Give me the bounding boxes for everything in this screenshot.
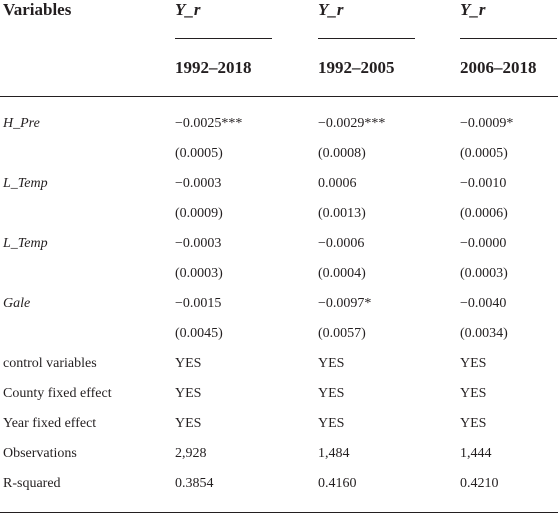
- header-underline-3: [460, 38, 557, 39]
- row-label: Year fixed effect: [3, 416, 97, 431]
- row-value-col-3: −0.0040: [460, 296, 507, 311]
- table-row: Observations 2,928 1,484 1,444: [0, 440, 558, 470]
- row-value-col-2: (0.0057): [318, 326, 366, 341]
- row-value-col-2: 0.4160: [318, 476, 357, 491]
- row-value-col-1: (0.0009): [175, 206, 223, 221]
- row-value-col-1: YES: [175, 386, 202, 401]
- table-row: L_Temp −0.0003 0.0006 −0.0010: [0, 170, 558, 200]
- row-value-col-1: (0.0003): [175, 266, 223, 281]
- row-value-col-3: (0.0006): [460, 206, 508, 221]
- row-label: Gale: [3, 296, 31, 311]
- table-row: control variables YES YES YES: [0, 350, 558, 380]
- row-value-col-3: −0.0009*: [460, 116, 514, 131]
- row-label: H_Pre: [3, 116, 40, 131]
- row-value-col-2: (0.0013): [318, 206, 366, 221]
- table-row: Gale −0.0015 −0.0097* −0.0040: [0, 290, 558, 320]
- table-row: (0.0003) (0.0004) (0.0003): [0, 260, 558, 290]
- row-value-col-2: −0.0029***: [318, 116, 386, 131]
- row-value-col-1: YES: [175, 416, 202, 431]
- row-value-col-1: −0.0003: [175, 176, 222, 191]
- period-header-1: 1992–2018: [175, 58, 252, 77]
- row-value-col-2: 0.0006: [318, 176, 357, 191]
- row-value-col-3: YES: [460, 416, 487, 431]
- row-value-col-1: 2,928: [175, 446, 207, 461]
- footer-rule: [0, 512, 558, 513]
- variables-header: Variables: [3, 0, 72, 19]
- row-label: L_Temp: [3, 176, 48, 191]
- table-row: Year fixed effect YES YES YES: [0, 410, 558, 440]
- row-value-col-2: −0.0097*: [318, 296, 372, 311]
- header-rule: [0, 96, 558, 97]
- row-value-col-1: YES: [175, 356, 202, 371]
- row-label: Observations: [3, 446, 77, 461]
- row-value-col-3: YES: [460, 386, 487, 401]
- row-value-col-3: 0.4210: [460, 476, 499, 491]
- row-value-col-3: (0.0005): [460, 146, 508, 161]
- table-row: County fixed effect YES YES YES: [0, 380, 558, 410]
- header-underline-2: [318, 38, 415, 39]
- row-value-col-2: −0.0006: [318, 236, 365, 251]
- table-row: (0.0045) (0.0057) (0.0034): [0, 320, 558, 350]
- row-value-col-1: −0.0003: [175, 236, 222, 251]
- row-value-col-3: 1,444: [460, 446, 492, 461]
- row-label: County fixed effect: [3, 386, 112, 401]
- table-row: (0.0009) (0.0013) (0.0006): [0, 200, 558, 230]
- header-underline-1: [175, 38, 272, 39]
- row-value-col-2: YES: [318, 386, 345, 401]
- dep-var-header-2: Y_r: [318, 0, 344, 19]
- row-value-col-1: (0.0045): [175, 326, 223, 341]
- row-value-col-3: YES: [460, 356, 487, 371]
- row-label: R-squared: [3, 476, 61, 491]
- row-value-col-2: YES: [318, 356, 345, 371]
- row-value-col-2: 1,484: [318, 446, 350, 461]
- dep-var-header-1: Y_r: [175, 0, 201, 19]
- table-row: L_Temp −0.0003 −0.0006 −0.0000: [0, 230, 558, 260]
- row-value-col-3: (0.0034): [460, 326, 508, 341]
- table-row: H_Pre −0.0025*** −0.0029*** −0.0009*: [0, 110, 558, 140]
- row-label: L_Temp: [3, 236, 48, 251]
- row-value-col-2: (0.0004): [318, 266, 366, 281]
- row-value-col-3: −0.0010: [460, 176, 507, 191]
- row-value-col-1: −0.0015: [175, 296, 222, 311]
- table-row: (0.0005) (0.0008) (0.0005): [0, 140, 558, 170]
- row-label: control variables: [3, 356, 97, 371]
- row-value-col-3: −0.0000: [460, 236, 507, 251]
- row-value-col-2: (0.0008): [318, 146, 366, 161]
- row-value-col-3: (0.0003): [460, 266, 508, 281]
- period-header-3: 2006–2018: [460, 58, 537, 77]
- row-value-col-2: YES: [318, 416, 345, 431]
- row-value-col-1: 0.3854: [175, 476, 214, 491]
- table-row: R-squared 0.3854 0.4160 0.4210: [0, 470, 558, 500]
- period-header-2: 1992–2005: [318, 58, 395, 77]
- row-value-col-1: (0.0005): [175, 146, 223, 161]
- dep-var-header-3: Y_r: [460, 0, 486, 19]
- row-value-col-1: −0.0025***: [175, 116, 243, 131]
